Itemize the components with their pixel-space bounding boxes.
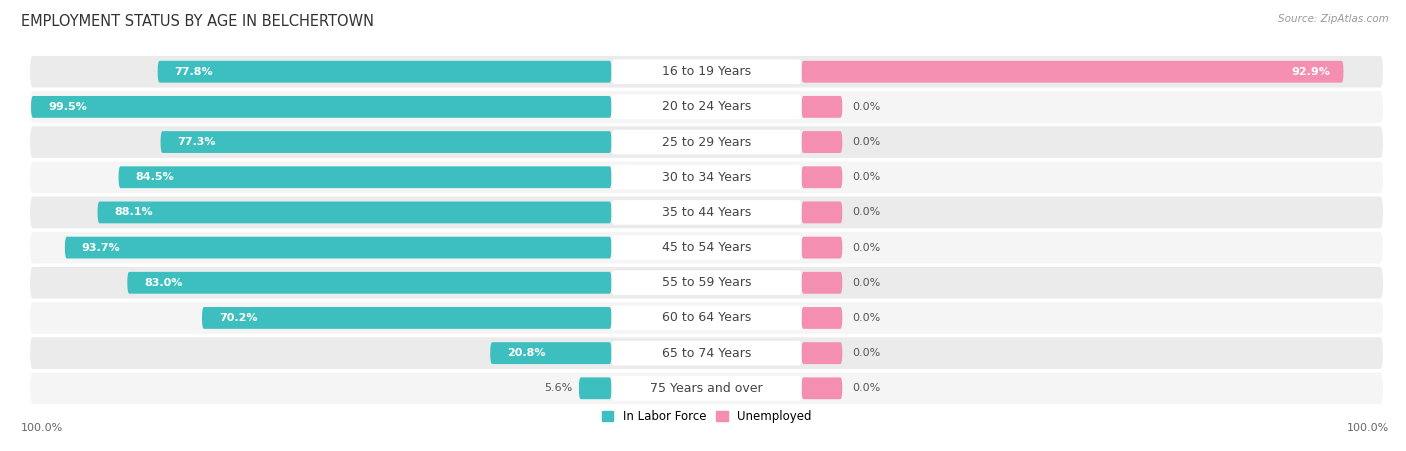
Text: 93.7%: 93.7% [82,243,121,253]
FancyBboxPatch shape [801,342,842,364]
FancyBboxPatch shape [30,197,1384,228]
Legend: In Labor Force, Unemployed: In Labor Force, Unemployed [596,406,817,428]
Text: 0.0%: 0.0% [852,243,880,253]
Text: EMPLOYMENT STATUS BY AGE IN BELCHERTOWN: EMPLOYMENT STATUS BY AGE IN BELCHERTOWN [21,14,374,28]
FancyBboxPatch shape [30,126,1384,158]
FancyBboxPatch shape [612,306,801,330]
Text: 0.0%: 0.0% [852,207,880,217]
FancyBboxPatch shape [801,377,842,399]
FancyBboxPatch shape [801,307,842,329]
FancyBboxPatch shape [801,202,842,223]
Text: 55 to 59 Years: 55 to 59 Years [662,276,751,289]
Text: 45 to 54 Years: 45 to 54 Years [662,241,751,254]
Text: 100.0%: 100.0% [21,423,63,433]
Text: 0.0%: 0.0% [852,102,880,112]
FancyBboxPatch shape [30,232,1384,263]
Text: 77.3%: 77.3% [177,137,217,147]
Text: 99.5%: 99.5% [48,102,87,112]
Text: 65 to 74 Years: 65 to 74 Years [662,347,751,359]
Text: 77.8%: 77.8% [174,67,214,77]
FancyBboxPatch shape [97,202,612,223]
Text: 35 to 44 Years: 35 to 44 Years [662,206,751,219]
FancyBboxPatch shape [30,91,1384,123]
Text: 83.0%: 83.0% [145,278,183,288]
FancyBboxPatch shape [801,166,842,188]
Text: 20.8%: 20.8% [508,348,546,358]
FancyBboxPatch shape [612,235,801,260]
FancyBboxPatch shape [612,271,801,295]
Text: 92.9%: 92.9% [1291,67,1330,77]
Text: 88.1%: 88.1% [114,207,153,217]
FancyBboxPatch shape [118,166,612,188]
Text: 16 to 19 Years: 16 to 19 Years [662,65,751,78]
FancyBboxPatch shape [30,56,1384,87]
Text: 75 Years and over: 75 Years and over [650,382,763,395]
FancyBboxPatch shape [579,377,612,399]
FancyBboxPatch shape [612,165,801,189]
Text: 0.0%: 0.0% [852,313,880,323]
FancyBboxPatch shape [612,95,801,119]
Text: 100.0%: 100.0% [1347,423,1389,433]
Text: Source: ZipAtlas.com: Source: ZipAtlas.com [1278,14,1389,23]
FancyBboxPatch shape [801,61,1344,83]
Text: 25 to 29 Years: 25 to 29 Years [662,136,751,148]
Text: 0.0%: 0.0% [852,278,880,288]
Text: 20 to 24 Years: 20 to 24 Years [662,101,751,113]
Text: 0.0%: 0.0% [852,137,880,147]
Text: 0.0%: 0.0% [852,383,880,393]
FancyBboxPatch shape [30,302,1384,334]
FancyBboxPatch shape [612,376,801,400]
FancyBboxPatch shape [202,307,612,329]
Text: 84.5%: 84.5% [135,172,174,182]
FancyBboxPatch shape [801,131,842,153]
FancyBboxPatch shape [157,61,612,83]
FancyBboxPatch shape [65,237,612,258]
FancyBboxPatch shape [612,341,801,365]
Text: 0.0%: 0.0% [852,348,880,358]
FancyBboxPatch shape [30,337,1384,369]
FancyBboxPatch shape [30,161,1384,193]
FancyBboxPatch shape [30,373,1384,404]
FancyBboxPatch shape [612,60,801,84]
FancyBboxPatch shape [612,200,801,225]
FancyBboxPatch shape [612,130,801,154]
FancyBboxPatch shape [128,272,612,294]
Text: 70.2%: 70.2% [219,313,257,323]
FancyBboxPatch shape [801,272,842,294]
Text: 5.6%: 5.6% [544,383,572,393]
FancyBboxPatch shape [801,96,842,118]
Text: 60 to 64 Years: 60 to 64 Years [662,312,751,324]
FancyBboxPatch shape [801,237,842,258]
FancyBboxPatch shape [31,96,612,118]
FancyBboxPatch shape [160,131,612,153]
FancyBboxPatch shape [30,267,1384,299]
Text: 0.0%: 0.0% [852,172,880,182]
FancyBboxPatch shape [491,342,612,364]
Text: 30 to 34 Years: 30 to 34 Years [662,171,751,184]
